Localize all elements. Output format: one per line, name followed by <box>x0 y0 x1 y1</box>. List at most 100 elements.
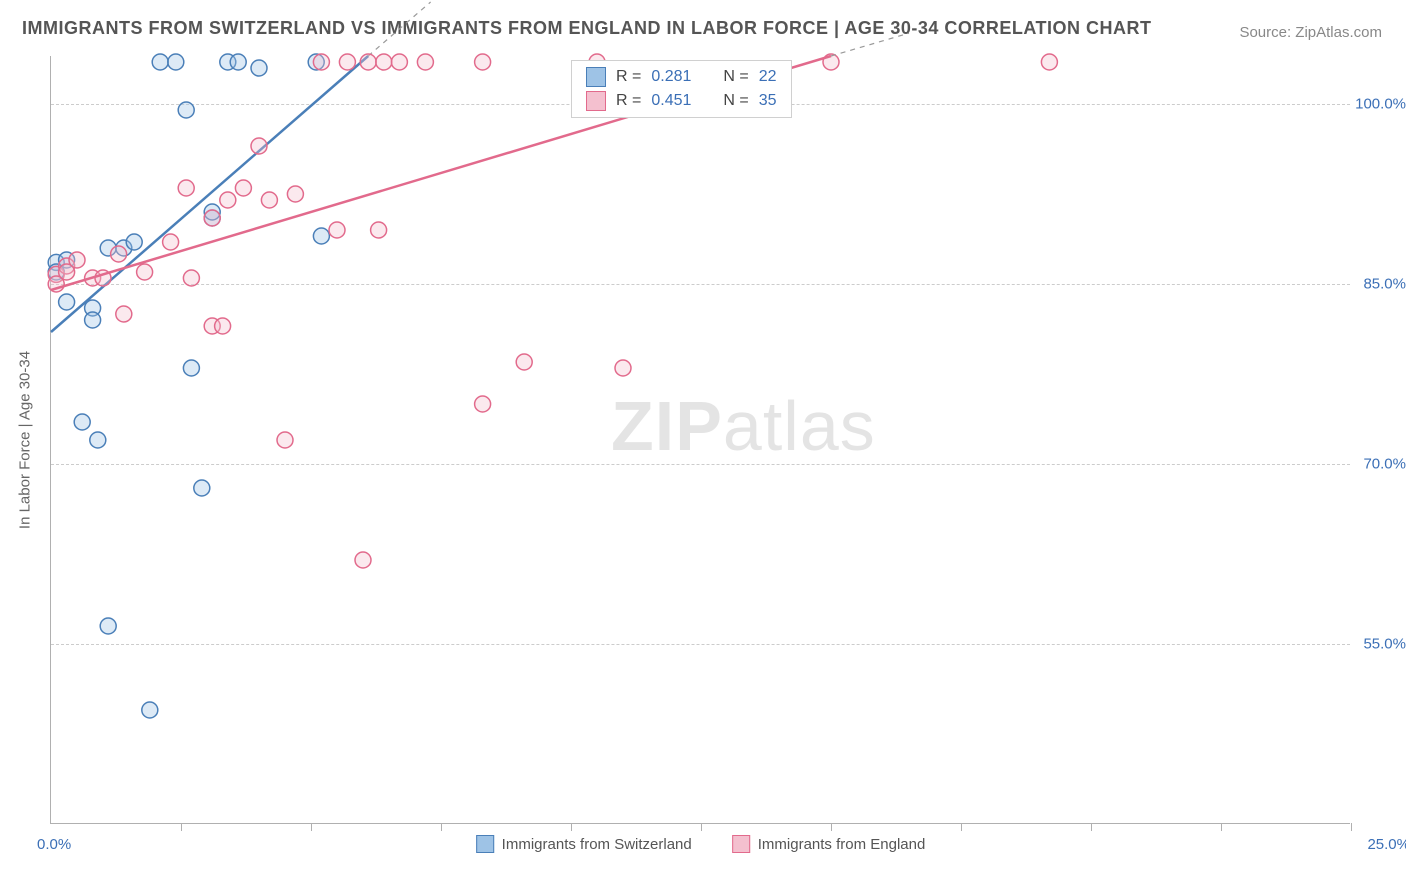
x-tick-label-end: 25.0% <box>1367 836 1406 853</box>
scatter-point-england <box>391 54 407 70</box>
scatter-point-england <box>313 54 329 70</box>
watermark: ZIPatlas <box>611 386 876 466</box>
scatter-point-england <box>116 306 132 322</box>
y-tick-label: 85.0% <box>1363 276 1406 293</box>
scatter-point-switzerland <box>59 294 75 310</box>
grid-line <box>51 644 1350 645</box>
scatter-point-switzerland <box>85 312 101 328</box>
scatter-point-england <box>615 360 631 376</box>
stat-R-label: R = <box>616 68 641 86</box>
x-tick <box>1351 823 1352 831</box>
scatter-point-switzerland <box>142 702 158 718</box>
grid-line <box>51 284 1350 285</box>
x-tick <box>1091 823 1092 831</box>
scatter-point-england <box>178 180 194 196</box>
scatter-point-england <box>261 192 277 208</box>
scatter-point-switzerland <box>116 240 132 256</box>
scatter-point-england <box>163 234 179 250</box>
stat-N-label: N = <box>723 92 748 110</box>
scatter-point-england <box>235 180 251 196</box>
legend-item-england: Immigrants from England <box>732 835 926 853</box>
trend-line-switzerland <box>51 56 368 332</box>
scatter-point-england <box>251 138 267 154</box>
scatter-point-england <box>215 318 231 334</box>
stat-R-england: 0.451 <box>651 92 691 110</box>
x-tick <box>831 823 832 831</box>
legend-swatch-switzerland <box>476 835 494 853</box>
scatter-point-switzerland <box>183 360 199 376</box>
scatter-point-england <box>59 264 75 280</box>
svg-overlay <box>51 56 1350 823</box>
x-tick <box>181 823 182 831</box>
chart-title: IMMIGRANTS FROM SWITZERLAND VS IMMIGRANT… <box>22 18 1152 39</box>
x-tick <box>701 823 702 831</box>
scatter-point-england <box>339 54 355 70</box>
y-tick-label: 55.0% <box>1363 636 1406 653</box>
scatter-point-england <box>475 54 491 70</box>
scatter-point-england <box>329 222 345 238</box>
scatter-point-england <box>360 54 376 70</box>
stat-row-switzerland: R = 0.281 N = 22 <box>586 67 777 87</box>
scatter-point-switzerland <box>126 234 142 250</box>
grid-line <box>51 464 1350 465</box>
x-tick <box>441 823 442 831</box>
scatter-point-england <box>287 186 303 202</box>
x-tick <box>1221 823 1222 831</box>
scatter-point-england <box>48 266 64 282</box>
legend-swatch-england <box>732 835 750 853</box>
scatter-point-england <box>823 54 839 70</box>
stat-row-england: R = 0.451 N = 35 <box>586 91 777 111</box>
stat-N-switzerland: 22 <box>759 68 777 86</box>
scatter-point-switzerland <box>204 210 220 226</box>
stat-N-england: 35 <box>759 92 777 110</box>
x-tick-label-start: 0.0% <box>37 836 71 853</box>
scatter-point-england <box>220 192 236 208</box>
legend-item-switzerland: Immigrants from Switzerland <box>476 835 692 853</box>
legend-label-switzerland: Immigrants from Switzerland <box>502 836 692 853</box>
stat-legend: R = 0.281 N = 22 R = 0.451 N = 35 <box>571 60 792 118</box>
scatter-point-england <box>376 54 392 70</box>
watermark-light: atlas <box>723 387 876 465</box>
legend-label-england: Immigrants from England <box>758 836 926 853</box>
scatter-point-switzerland <box>308 54 324 70</box>
y-axis-title: In Labor Force | Age 30-34 <box>17 350 34 528</box>
scatter-point-switzerland <box>59 252 75 268</box>
x-tick <box>571 823 572 831</box>
scatter-point-england <box>475 396 491 412</box>
scatter-point-england <box>355 552 371 568</box>
stat-N-label: N = <box>723 68 748 86</box>
stat-swatch-england <box>586 91 606 111</box>
scatter-point-switzerland <box>90 432 106 448</box>
scatter-point-england <box>204 210 220 226</box>
scatter-point-england <box>69 252 85 268</box>
scatter-point-england <box>59 258 75 274</box>
scatter-point-england <box>1041 54 1057 70</box>
scatter-point-switzerland <box>251 60 267 76</box>
scatter-point-england <box>371 222 387 238</box>
x-tick <box>311 823 312 831</box>
scatter-point-switzerland <box>204 204 220 220</box>
scatter-point-switzerland <box>168 54 184 70</box>
stat-R-label: R = <box>616 92 641 110</box>
scatter-point-england <box>204 318 220 334</box>
scatter-point-england <box>417 54 433 70</box>
scatter-point-switzerland <box>100 240 116 256</box>
scatter-point-england <box>516 354 532 370</box>
scatter-point-switzerland <box>313 228 329 244</box>
stat-R-switzerland: 0.281 <box>651 68 691 86</box>
scatter-point-switzerland <box>194 480 210 496</box>
scatter-point-switzerland <box>85 300 101 316</box>
y-tick-label: 100.0% <box>1355 96 1406 113</box>
scatter-point-england <box>111 246 127 262</box>
watermark-bold: ZIP <box>611 387 723 465</box>
scatter-point-switzerland <box>100 618 116 634</box>
stat-swatch-switzerland <box>586 67 606 87</box>
scatter-point-switzerland <box>230 54 246 70</box>
scatter-point-switzerland <box>48 254 64 270</box>
bottom-legend: Immigrants from Switzerland Immigrants f… <box>476 835 926 853</box>
y-tick-label: 70.0% <box>1363 456 1406 473</box>
scatter-point-switzerland <box>220 54 236 70</box>
scatter-point-england <box>277 432 293 448</box>
scatter-point-england <box>137 264 153 280</box>
source-label: Source: ZipAtlas.com <box>1239 24 1382 41</box>
